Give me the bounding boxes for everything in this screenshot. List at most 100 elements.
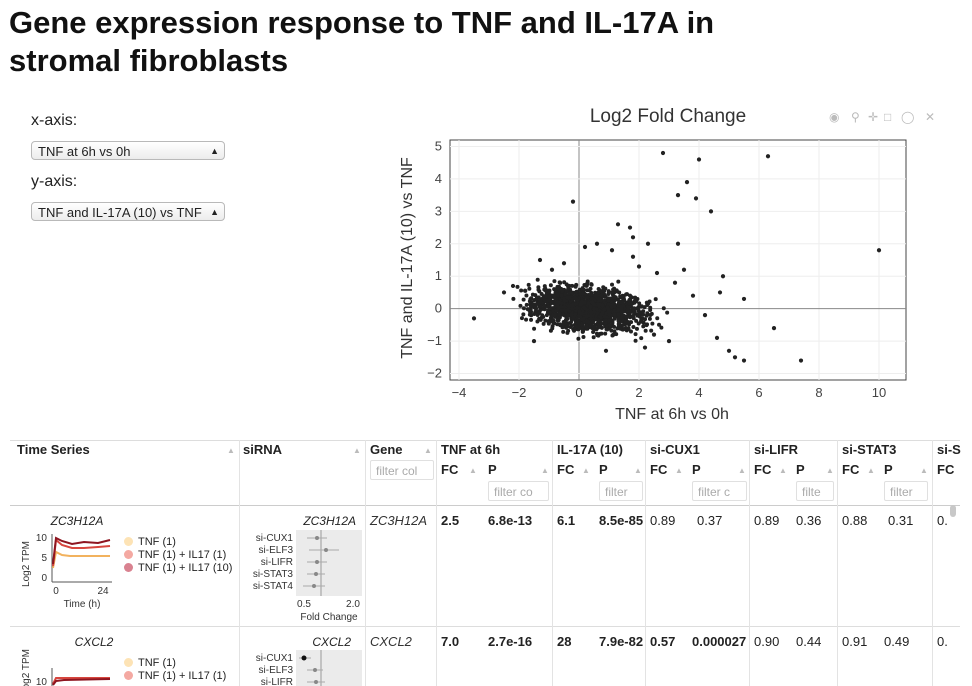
header-sirna[interactable]: siRNA: [243, 442, 283, 457]
data-point[interactable]: [557, 280, 562, 285]
data-point[interactable]: [565, 330, 570, 335]
data-point[interactable]: [624, 328, 629, 333]
sort-icon[interactable]: ▲: [424, 446, 432, 455]
data-point[interactable]: [529, 317, 534, 322]
data-point[interactable]: [523, 288, 528, 293]
data-point[interactable]: [612, 324, 617, 329]
sort-icon[interactable]: ▲: [353, 446, 361, 455]
data-point[interactable]: [591, 324, 596, 329]
sort-icon[interactable]: ▲: [582, 466, 590, 475]
data-point[interactable]: [588, 286, 593, 291]
data-point[interactable]: [618, 326, 623, 331]
data-point[interactable]: [524, 302, 529, 307]
data-point[interactable]: [561, 261, 567, 266]
data-point[interactable]: [584, 325, 589, 330]
data-point[interactable]: [510, 283, 516, 289]
data-point[interactable]: [633, 332, 638, 337]
x-axis-select[interactable]: TNF at 6h vs 0h ▲: [31, 141, 225, 160]
data-point[interactable]: [518, 303, 523, 308]
data-point[interactable]: [527, 286, 532, 291]
data-point[interactable]: [524, 293, 529, 298]
subheader-p[interactable]: P: [884, 462, 893, 477]
data-point[interactable]: [660, 150, 666, 156]
data-point[interactable]: [529, 309, 534, 314]
data-point[interactable]: [533, 297, 538, 302]
data-point[interactable]: [560, 323, 565, 328]
subheader-fc[interactable]: FC: [557, 462, 575, 477]
data-point[interactable]: [626, 305, 631, 310]
data-point[interactable]: [609, 248, 615, 253]
data-point[interactable]: [602, 307, 607, 312]
data-point[interactable]: [569, 323, 574, 328]
filter-lifr-p-input[interactable]: filte: [796, 481, 834, 501]
data-point[interactable]: [690, 293, 696, 298]
data-point[interactable]: [578, 291, 583, 296]
data-point[interactable]: [576, 319, 581, 324]
data-point[interactable]: [569, 290, 574, 295]
data-point[interactable]: [702, 313, 708, 318]
data-point[interactable]: [645, 241, 651, 246]
sort-icon[interactable]: ▲: [779, 466, 787, 475]
data-point[interactable]: [616, 279, 621, 284]
data-point[interactable]: [614, 288, 619, 293]
data-point[interactable]: [639, 336, 644, 341]
data-point[interactable]: [524, 317, 529, 322]
data-point[interactable]: [634, 306, 639, 311]
header-time-series[interactable]: Time Series: [17, 442, 90, 457]
data-point[interactable]: [588, 304, 593, 309]
data-point[interactable]: [615, 222, 621, 227]
data-point[interactable]: [565, 317, 570, 322]
data-point[interactable]: [611, 332, 616, 337]
data-point[interactable]: [630, 254, 636, 259]
data-point[interactable]: [596, 318, 601, 323]
data-point[interactable]: [602, 314, 607, 319]
data-point[interactable]: [559, 293, 564, 298]
data-point[interactable]: [641, 324, 646, 329]
data-point[interactable]: [589, 316, 594, 321]
data-point[interactable]: [560, 308, 565, 313]
data-point[interactable]: [648, 307, 653, 312]
data-point[interactable]: [599, 289, 604, 294]
data-point[interactable]: [636, 264, 642, 269]
data-point[interactable]: [589, 292, 594, 297]
data-point[interactable]: [547, 289, 552, 294]
filter-tnf-p-input[interactable]: filter co: [488, 481, 549, 501]
subheader-fc[interactable]: FC: [937, 462, 955, 477]
data-point[interactable]: [606, 289, 611, 294]
data-point[interactable]: [543, 304, 548, 309]
sort-icon[interactable]: ▲: [867, 466, 875, 475]
data-point[interactable]: [649, 328, 654, 333]
data-point[interactable]: [639, 304, 644, 309]
zoom-icon[interactable]: ⚲: [851, 110, 860, 124]
data-point[interactable]: [675, 193, 681, 198]
subheader-p[interactable]: P: [796, 462, 805, 477]
data-point[interactable]: [610, 296, 615, 301]
data-point[interactable]: [580, 286, 585, 291]
data-point[interactable]: [621, 293, 626, 298]
plot-area[interactable]: [449, 139, 907, 381]
data-point[interactable]: [544, 294, 549, 299]
data-point[interactable]: [589, 296, 594, 301]
data-point[interactable]: [580, 322, 585, 327]
data-point[interactable]: [592, 306, 597, 311]
data-point[interactable]: [569, 303, 574, 308]
subheader-fc[interactable]: FC: [754, 462, 772, 477]
data-point[interactable]: [634, 299, 639, 304]
data-point[interactable]: [535, 319, 540, 324]
data-point[interactable]: [612, 329, 617, 334]
data-point[interactable]: [732, 355, 738, 360]
data-point[interactable]: [555, 300, 560, 305]
data-point[interactable]: [515, 284, 520, 289]
data-point[interactable]: [581, 328, 586, 333]
data-point[interactable]: [634, 326, 639, 331]
data-point[interactable]: [612, 312, 617, 317]
data-point[interactable]: [590, 320, 595, 325]
data-point[interactable]: [599, 312, 604, 317]
data-point[interactable]: [584, 314, 589, 319]
data-point[interactable]: [665, 310, 670, 315]
data-point[interactable]: [610, 290, 615, 295]
data-point[interactable]: [581, 316, 586, 321]
data-point[interactable]: [651, 332, 657, 337]
data-point[interactable]: [693, 196, 699, 201]
data-point[interactable]: [627, 301, 632, 306]
